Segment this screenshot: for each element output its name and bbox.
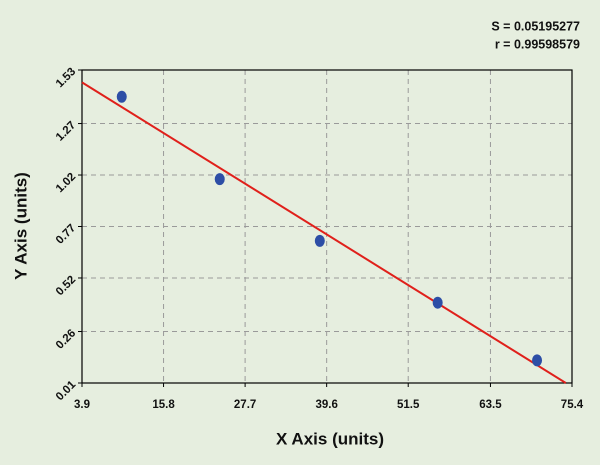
x-tick-label: 63.5 xyxy=(479,399,502,411)
x-axis-title: X Axis (units) xyxy=(276,429,384,448)
x-tick-label: 51.5 xyxy=(397,399,420,411)
x-tick-label: 75.4 xyxy=(561,399,584,411)
x-tick-label: 27.7 xyxy=(234,399,256,411)
y-axis-title: Y Axis (units) xyxy=(11,172,30,280)
x-tick-label: 3.9 xyxy=(74,399,90,411)
point xyxy=(432,296,443,309)
point xyxy=(116,90,127,103)
stat-s: S = 0.05195277 xyxy=(491,19,580,33)
plot-frame xyxy=(81,69,573,384)
point xyxy=(214,173,225,186)
point xyxy=(532,354,543,367)
x-tick-label: 39.6 xyxy=(315,399,337,411)
fit-line xyxy=(81,81,567,384)
point xyxy=(314,234,325,247)
x-tick-label: 15.8 xyxy=(152,399,175,411)
stat-r: r = 0.99598579 xyxy=(495,37,580,51)
